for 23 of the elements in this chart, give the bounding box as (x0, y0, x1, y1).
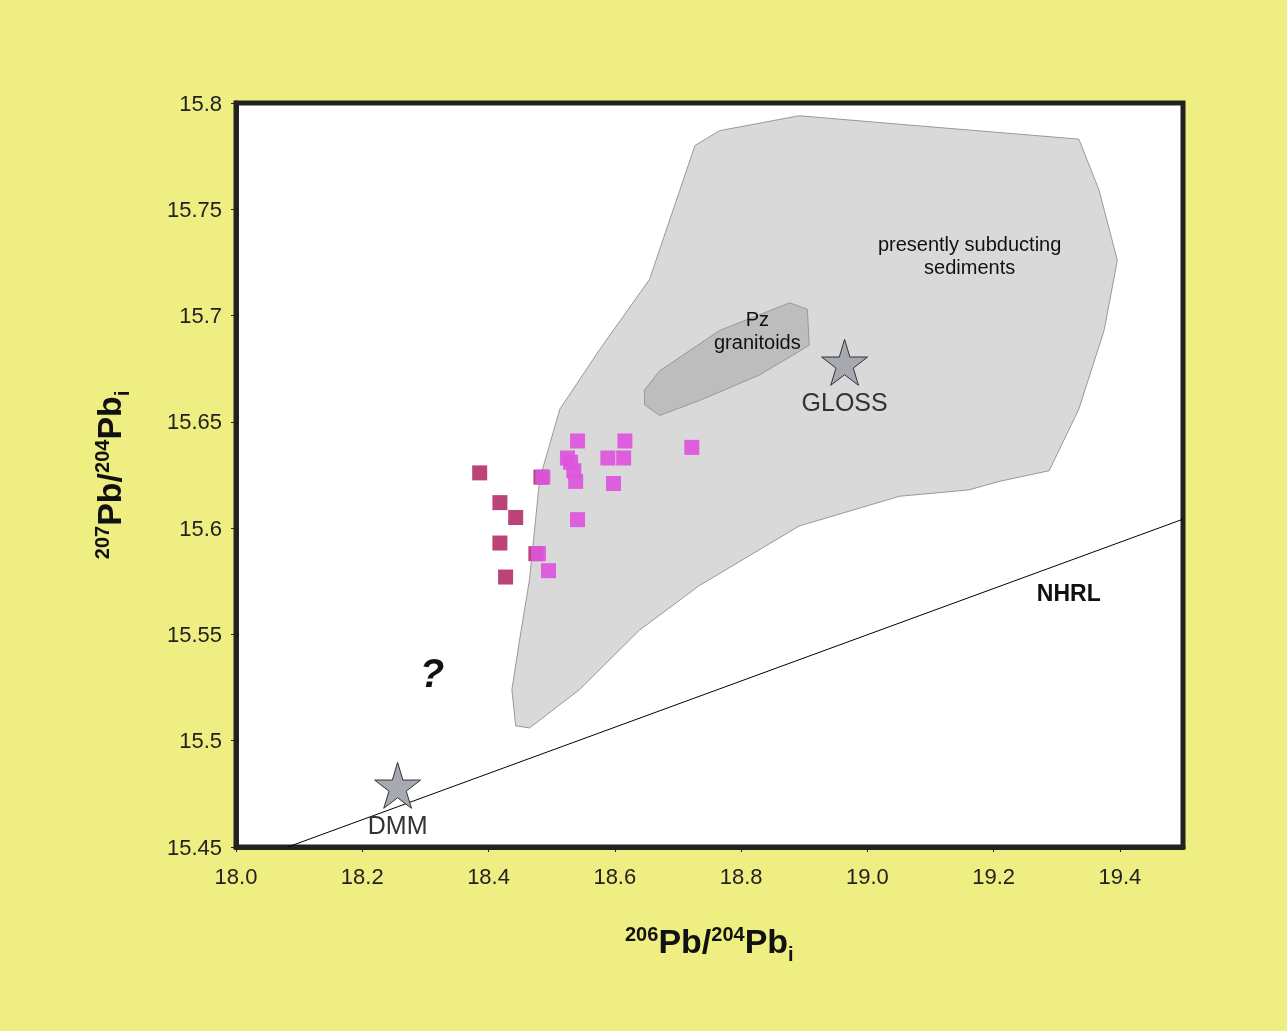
x-axis-title: $^{206}$Pb/$^{204}$Pb$_{i}$ (625, 922, 794, 966)
annotation: ? (419, 651, 445, 695)
y-tick-label: 15.55 (166, 621, 222, 647)
series-label: presently subducting sediments (877, 232, 1062, 278)
y-tick-label: 15.5 (179, 728, 222, 754)
y-tick-label: 15.8 (179, 90, 222, 116)
series-label: GLOSS (801, 388, 888, 417)
y-tick-label: 15.45 (166, 834, 222, 860)
x-tick-label: 18.0 (214, 863, 258, 889)
x-tick-label: 18.2 (340, 863, 384, 889)
x-tick-label: 19.2 (972, 863, 1016, 889)
x-tick-label: 18.4 (467, 863, 510, 889)
y-tick-label: 15.7 (179, 303, 222, 329)
x-tick-label: 19.0 (845, 863, 889, 889)
x-tick-label: 19.4 (1098, 863, 1142, 889)
x-tick-label: 18.6 (593, 863, 637, 889)
series-label: DMM (367, 811, 428, 840)
y-tick-label: 15.65 (166, 409, 222, 435)
y-tick-label: 15.6 (179, 515, 222, 541)
series-label: Pz granitoids (713, 308, 801, 354)
y-tick-label: 15.75 (166, 196, 222, 222)
x-tick-label: 18.8 (719, 863, 763, 889)
series-label: NHRL (1036, 579, 1101, 606)
